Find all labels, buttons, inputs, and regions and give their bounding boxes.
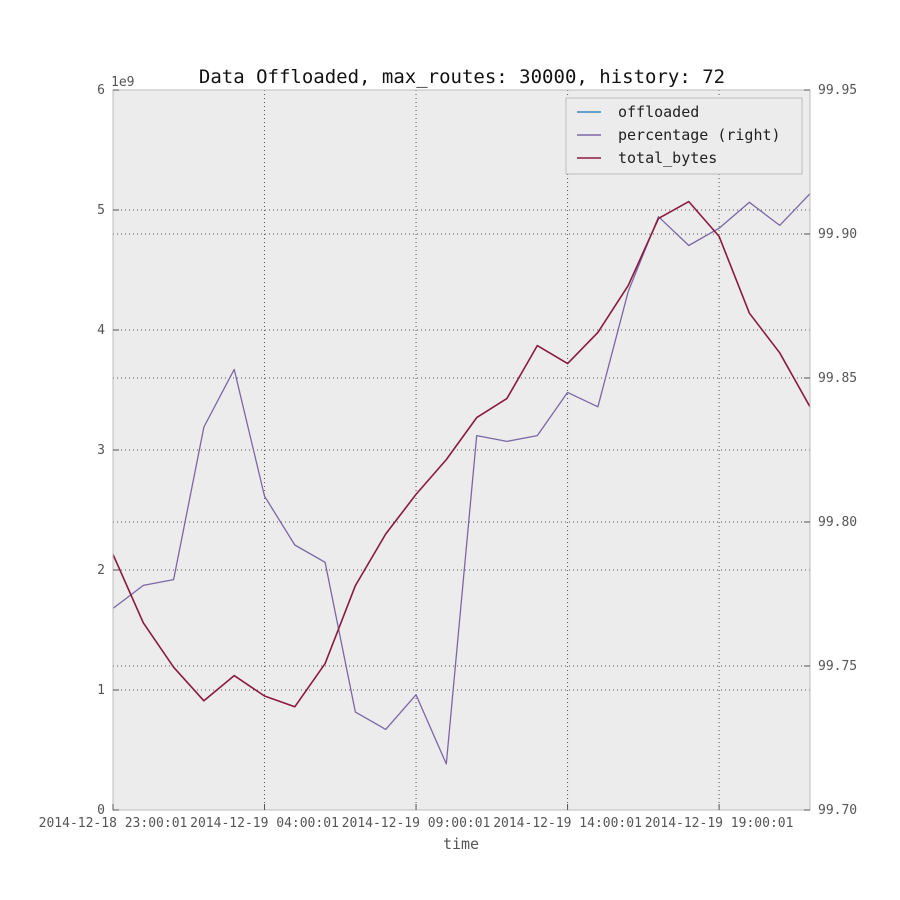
legend-label: offloaded (618, 103, 699, 121)
y2-tick-label: 99.70 (818, 803, 857, 818)
y-offset-label: 1e9 (111, 75, 134, 90)
legend-box (565, 97, 803, 175)
x-tick-label: 2014-12-19 04:00:01 (190, 816, 339, 831)
x-gridlines (264, 90, 720, 810)
y2-tick-label: 99.80 (818, 515, 857, 530)
y-tick-label: 0 (97, 803, 105, 818)
y2-tick-label: 99.95 (818, 83, 857, 98)
legend: offloaded percentage (right) total_bytes (565, 97, 803, 175)
series-line-percentage-right (112, 193, 811, 765)
y2-axis-ticks: 99.70 99.75 99.80 99.85 99.90 99.95 (804, 83, 857, 818)
y-tick-label: 2 (97, 563, 105, 578)
y-axis-ticks: 0 1 2 3 4 5 6 (97, 83, 119, 818)
y2-tick-label: 99.90 (818, 227, 857, 242)
x-tick-label: 2014-12-18 23:00:01 (39, 816, 188, 831)
chart-title: Data Offloaded, max_routes: 30000, histo… (199, 66, 725, 88)
x-tick-label: 2014-12-19 14:00:01 (493, 816, 642, 831)
legend-label: percentage (right) (618, 126, 781, 144)
x-tick-label: 2014-12-19 09:00:01 (342, 816, 491, 831)
y-tick-label: 3 (97, 443, 105, 458)
x-axis-ticks: 2014-12-18 23:00:01 2014-12-19 04:00:01 20… (39, 804, 794, 831)
y-tick-label: 6 (97, 83, 105, 98)
y2-tick-label: 99.75 (818, 659, 857, 674)
y-gridlines (113, 209, 810, 691)
y-tick-label: 1 (97, 683, 105, 698)
y2-tick-label: 99.85 (818, 371, 857, 386)
x-tick-label: 2014-12-19 19:00:01 (645, 816, 794, 831)
series-line-total-bytes (112, 200, 811, 708)
y-tick-label: 4 (97, 323, 105, 338)
series-lines (112, 193, 811, 765)
y-tick-label: 5 (97, 203, 105, 218)
legend-label: total_bytes (618, 149, 717, 167)
x-axis-label: time (443, 835, 479, 853)
